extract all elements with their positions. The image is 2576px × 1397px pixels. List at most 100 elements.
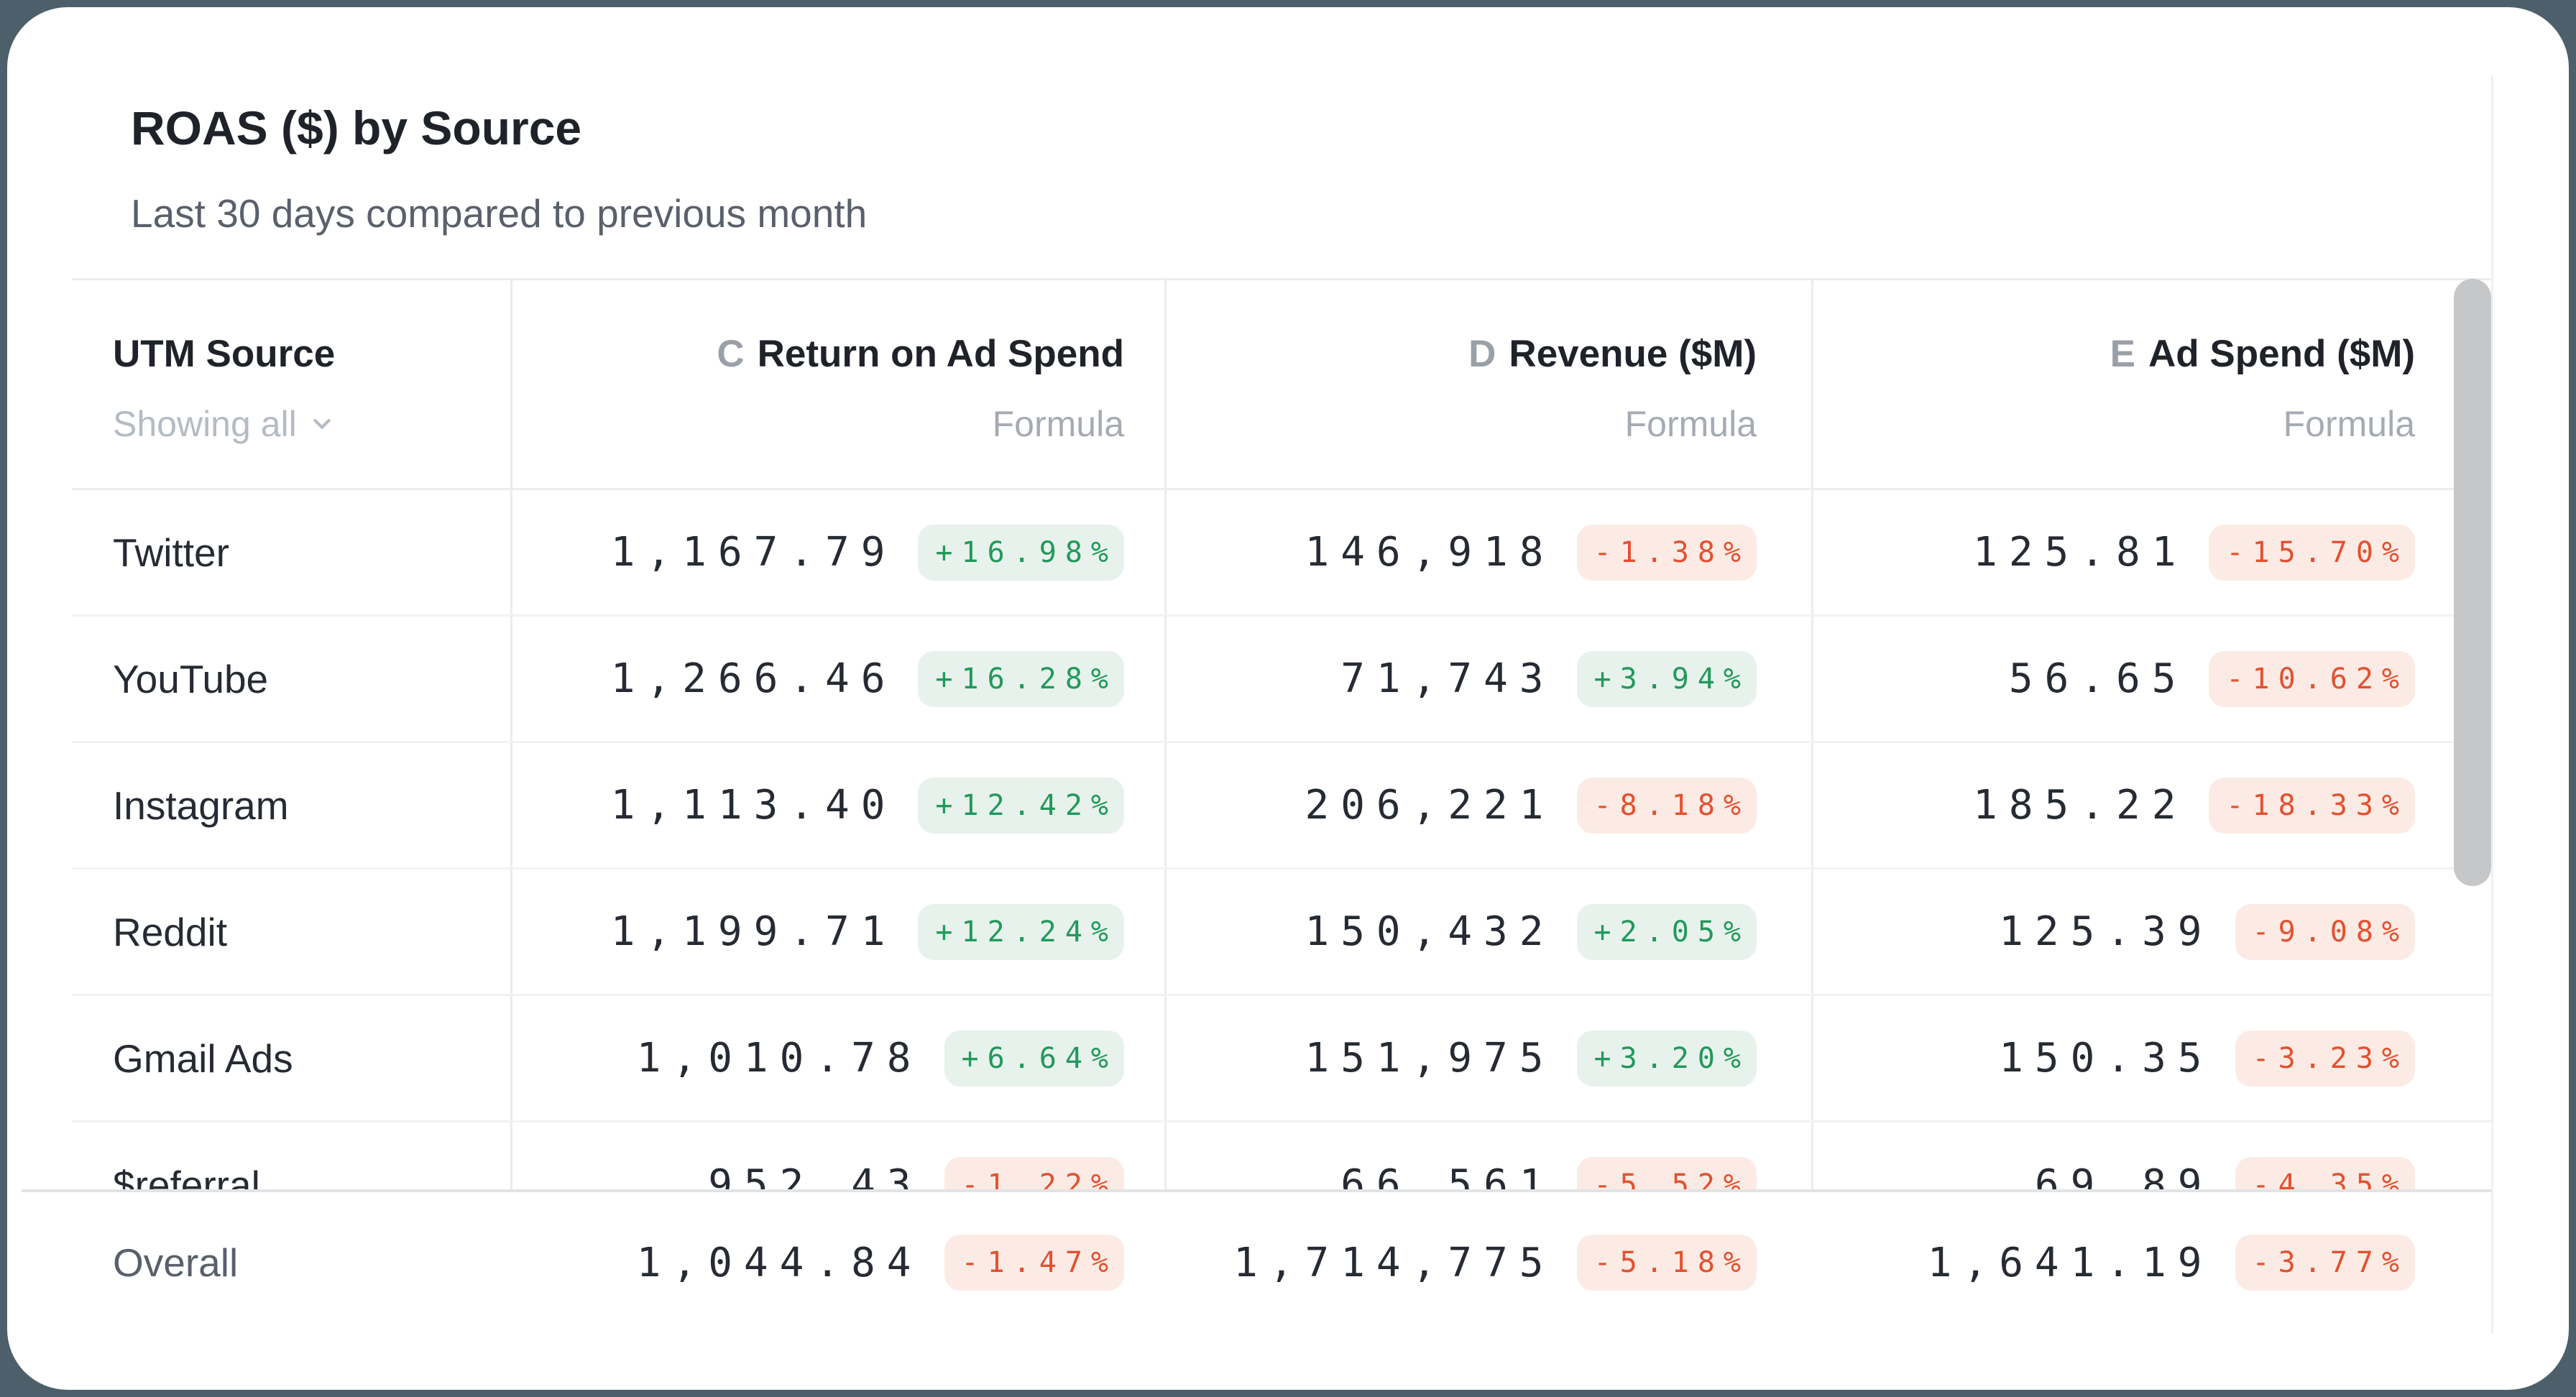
adspend-change-badge: -10.62% [2209,650,2415,707]
roas-cell: 1,113.40 +12.42% [510,743,1164,867]
adspend-change-badge: -9.08% [2235,903,2415,960]
revenue-value: 206,221 [1305,782,1555,829]
column-header-adspend[interactable]: E Ad Spend ($M) Formula [1811,280,2491,488]
roas-value: 1,044.84 [636,1239,923,1286]
revenue-change-badge: +3.94% [1576,650,1757,707]
row-source-label: Overall [113,1240,239,1285]
roas-cell: 1,167.79 +16.98% [510,490,1164,614]
revenue-value: 146,918 [1305,529,1555,576]
roas-change-badge: +12.24% [918,903,1124,960]
roas-change-badge: -1.22% [944,1156,1124,1189]
card-subtitle: Last 30 days compared to previous month [131,191,868,236]
adspend-change-badge: -3.77% [2235,1235,2415,1291]
row-source-label: Instagram [113,783,289,828]
roas-cell: 952.43 -1.22% [510,1122,1164,1189]
row-source-label: $referral [113,1162,260,1190]
revenue-cell: 66,561 -5.52% [1164,1122,1811,1189]
column-header-utm-source: UTM Source Showing all [72,280,510,488]
roas-value: 1,113.40 [610,782,897,829]
chevron-down-icon [308,410,336,438]
roas-value: 1,010.78 [636,1035,923,1082]
roas-cell: 1,266.46 +16.28% [510,617,1164,741]
revenue-change-badge: -5.52% [1576,1156,1757,1189]
roas-table: UTM Source Showing all C Return on Ad Spe… [72,278,2491,1189]
adspend-value: 1,641.19 [1927,1239,2214,1286]
adspend-cell: 69.89 -4.35% [1811,1122,2491,1189]
roas-cell: 1,010.78 +6.64% [510,996,1164,1120]
roas-change-badge: +16.28% [918,650,1124,707]
table-body: Twitter 1,167.79 +16.98% 146,918 -1.38% … [72,490,2491,1189]
revenue-column-title: D Revenue ($M) [1468,333,1757,375]
revenue-value: 1,714,775 [1233,1239,1555,1286]
row-source-label: Gmail Ads [113,1036,293,1081]
adspend-change-badge: -4.35% [2235,1156,2415,1189]
row-source-label: Twitter [113,530,229,575]
adspend-change-badge: -18.33% [2209,777,2415,834]
table-footer-overall: Overall 1,044.84 -1.47% 1,714,775 -5.18%… [22,1189,2491,1333]
revenue-cell: 71,743 +3.94% [1164,617,1811,741]
column-header-roas[interactable]: C Return on Ad Spend Formula [510,280,1164,488]
adspend-value: 69.89 [2034,1161,2214,1189]
revenue-cell: 146,918 -1.38% [1164,490,1811,614]
column-letter-c: C [717,333,745,375]
revenue-cell: 206,221 -8.18% [1164,743,1811,867]
roas-value: 1,199.71 [610,908,897,955]
adspend-cell: 185.22 -18.33% [1811,743,2491,867]
adspend-cell: 125.39 -9.08% [1811,870,2491,994]
roas-change-badge: -1.47% [944,1235,1124,1291]
adspend-value: 150.35 [1999,1035,2214,1082]
adspend-cell: 1,641.19 -3.77% [1811,1192,2491,1333]
table-row: Overall 1,044.84 -1.47% 1,714,775 -5.18%… [72,1192,2491,1333]
table-row: Gmail Ads 1,010.78 +6.64% 151,975 +3.20%… [72,996,2491,1122]
table-right-border [2491,75,2493,1333]
revenue-value: 66,561 [1340,1161,1555,1189]
column-header-revenue[interactable]: D Revenue ($M) Formula [1164,280,1811,488]
row-source-label: YouTube [113,656,269,701]
table-row: YouTube 1,266.46 +16.28% 71,743 +3.94% 5… [72,617,2491,743]
roas-cell: 1,199.71 +12.24% [510,870,1164,994]
table-row: Instagram 1,113.40 +12.42% 206,221 -8.18… [72,743,2491,870]
formula-tag: Formula [2283,404,2415,444]
roas-card: ROAS ($) by Source Last 30 days compared… [7,7,2569,1390]
formula-tag: Formula [1624,404,1757,444]
roas-column-title: C Return on Ad Spend [717,333,1124,375]
formula-tag: Formula [992,404,1124,444]
adspend-value: 56.65 [2008,655,2188,702]
row-source-label: Reddit [113,909,227,954]
revenue-cell: 150,432 +2.05% [1164,870,1811,994]
revenue-change-badge: +3.20% [1576,1030,1757,1087]
adspend-cell: 150.35 -3.23% [1811,996,2491,1120]
roas-value: 952.43 [708,1161,923,1189]
table-row: $referral 952.43 -1.22% 66,561 -5.52% 69… [72,1122,2491,1189]
revenue-cell: 1,714,775 -5.18% [1164,1192,1811,1333]
adspend-value: 125.81 [1973,529,2188,576]
revenue-value: 151,975 [1305,1035,1555,1082]
adspend-cell: 125.81 -15.70% [1811,490,2491,614]
column-letter-d: D [1468,333,1496,375]
adspend-change-badge: -15.70% [2209,524,2415,581]
page-title: ROAS ($) by Source [131,101,582,155]
revenue-value: 71,743 [1340,655,1555,702]
adspend-cell: 56.65 -10.62% [1811,617,2491,741]
utm-source-label: UTM Source [113,333,336,375]
filter-label: Showing all [113,404,297,444]
table-row: Twitter 1,167.79 +16.98% 146,918 -1.38% … [72,490,2491,617]
adspend-column-title: E Ad Spend ($M) [2110,333,2415,375]
roas-change-badge: +6.64% [944,1030,1124,1087]
roas-change-badge: +16.98% [918,524,1124,581]
roas-cell: 1,044.84 -1.47% [510,1192,1164,1333]
revenue-change-badge: -8.18% [1576,777,1757,834]
column-letter-e: E [2110,333,2136,375]
table-row: Reddit 1,199.71 +12.24% 150,432 +2.05% 1… [72,870,2491,996]
revenue-change-badge: -1.38% [1576,524,1757,581]
vertical-scrollbar-thumb[interactable] [2454,279,2491,886]
revenue-change-badge: -5.18% [1576,1235,1757,1291]
roas-value: 1,266.46 [610,655,897,702]
adspend-value: 125.39 [1999,908,2214,955]
revenue-cell: 151,975 +3.20% [1164,996,1811,1120]
source-filter-dropdown[interactable]: Showing all [113,403,336,445]
roas-change-badge: +12.42% [918,777,1124,834]
revenue-change-badge: +2.05% [1576,903,1757,960]
adspend-value: 185.22 [1973,782,2188,829]
revenue-value: 150,432 [1305,908,1555,955]
